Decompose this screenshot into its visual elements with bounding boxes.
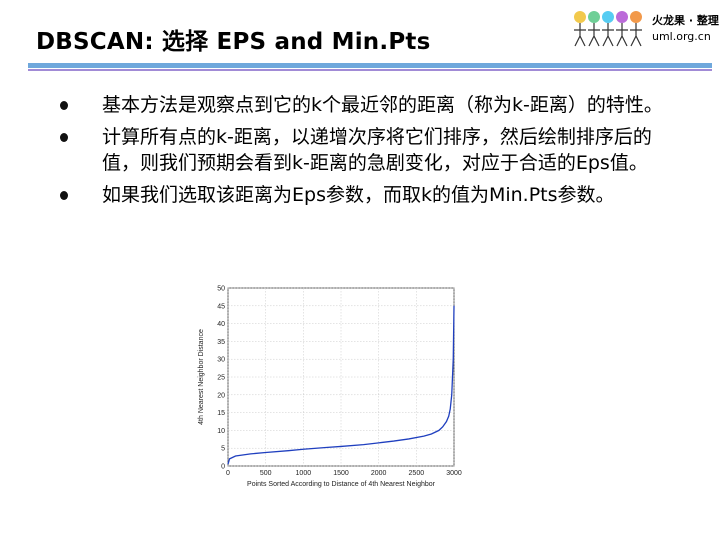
x-tick-label: 1500 [333,470,349,477]
y-tick-label: 10 [217,428,225,435]
y-tick-label: 20 [217,392,225,399]
x-tick-label: 0 [226,470,230,477]
x-axis-label: Points Sorted According to Distance of 4… [247,481,436,488]
logo-graphic [574,11,642,47]
y-tick-label: 45 [217,303,225,310]
bullet-dot-icon [60,191,68,200]
y-tick-label: 0 [221,464,225,471]
y-tick-label: 30 [217,357,225,364]
x-tick-label: 500 [260,470,272,477]
y-tick-label: 50 [217,286,225,293]
y-tick-label: 15 [217,410,225,417]
y-tick-label: 5 [221,446,225,453]
logo-url: uml.org.cn [652,30,711,43]
bullet-text: 如果我们选取该距离为Eps参数，而取k的值为Min.Pts参数。 [102,184,615,206]
k-distance-chart: 0 500 1000 1500 2000 2500 3000 0 5 10 15 20 25 30 35 40… [198,286,462,489]
y-tick-label: 35 [217,339,225,346]
slide-title: DBSCAN: 选择 EPS and Min.Pts [36,29,431,55]
y-axis-label: 4th Nearest Neighbor Distance [198,329,205,425]
bullet-dot-icon [60,101,68,110]
bullet-item: 基本方法是观察点到它的k个最近邻的距离（称为k-距离）的特性。 [60,92,680,118]
bullet-dot-icon [60,133,68,142]
bullet-list: 基本方法是观察点到它的k个最近邻的距离（称为k-距离）的特性。 计算所有点的k-… [60,92,680,214]
bullet-item: 计算所有点的k-距离，以递增次序将它们排序，然后绘制排序后的值，则我们预期会看到… [60,124,680,176]
bullet-text: 基本方法是观察点到它的k个最近邻的距离（称为k-距离）的特性。 [102,94,663,116]
y-tick-label: 25 [217,375,225,382]
bullet-text: 计算所有点的k-距离，以递增次序将它们排序，然后绘制排序后的值，则我们预期会看到… [102,126,652,174]
bullet-item: 如果我们选取该距离为Eps参数，而取k的值为Min.Pts参数。 [60,182,680,208]
x-tick-label: 2000 [371,470,387,477]
x-tick-label: 2500 [409,470,425,477]
y-tick-label: 40 [217,321,225,328]
x-tick-label: 1000 [296,470,312,477]
title-divider [28,63,712,68]
logo-text: 火龙果 · 整理 [652,14,719,27]
title-divider-accent [28,69,712,71]
k-distance-line [227,305,455,465]
x-tick-label: 3000 [446,470,462,477]
